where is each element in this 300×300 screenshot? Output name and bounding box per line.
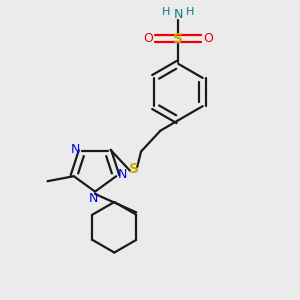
Text: O: O: [143, 32, 153, 45]
Text: H: H: [186, 8, 194, 17]
Text: O: O: [204, 32, 214, 45]
Text: N: N: [71, 143, 80, 156]
Text: H: H: [162, 8, 170, 17]
Text: S: S: [129, 162, 139, 176]
Text: S: S: [173, 32, 183, 46]
Text: N: N: [118, 168, 128, 181]
Text: N: N: [173, 8, 183, 21]
Text: N: N: [89, 192, 98, 205]
